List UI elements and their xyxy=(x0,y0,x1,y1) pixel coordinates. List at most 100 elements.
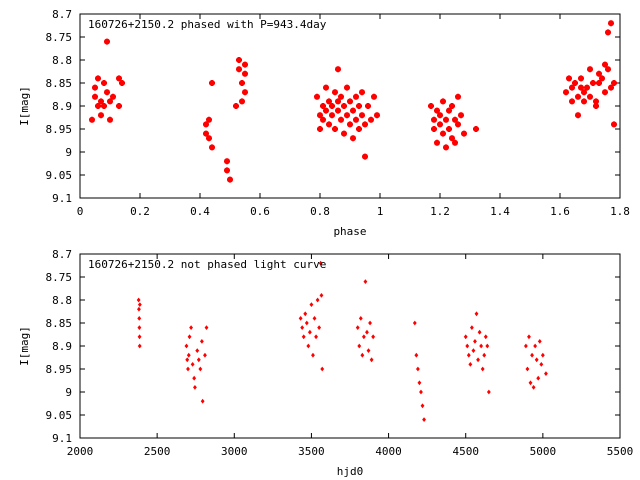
data-point xyxy=(368,116,374,123)
data-point xyxy=(443,116,449,123)
data-point xyxy=(431,116,437,123)
data-point xyxy=(360,352,365,358)
data-point xyxy=(461,130,467,137)
data-point xyxy=(203,121,209,128)
data-point xyxy=(530,352,534,358)
x-tick-label: 4000 xyxy=(375,445,402,458)
y-tick-label: 9 xyxy=(65,146,72,159)
data-point xyxy=(575,93,581,100)
data-point xyxy=(341,103,347,109)
x-tick-label: 1 xyxy=(377,205,384,218)
y-tick-label: 9.1 xyxy=(52,432,72,445)
x-axis-label: hjd0 xyxy=(337,465,364,478)
data-point xyxy=(452,116,458,123)
data-point xyxy=(455,93,461,100)
data-point xyxy=(315,297,320,303)
data-point xyxy=(602,61,608,68)
x-tick-label: 1.2 xyxy=(430,205,450,218)
data-point xyxy=(335,107,341,114)
data-point xyxy=(338,116,344,123)
data-point xyxy=(483,334,488,340)
data-point xyxy=(355,325,360,330)
data-point xyxy=(537,339,542,344)
data-point xyxy=(365,329,369,335)
data-point xyxy=(350,135,356,142)
data-point xyxy=(185,357,190,363)
data-point xyxy=(347,98,353,105)
y-tick-label: 8.85 xyxy=(46,77,73,90)
y-axis-label: I[mag] xyxy=(18,326,31,366)
data-point xyxy=(599,75,605,82)
y-tick-label: 9.05 xyxy=(46,409,73,422)
data-point xyxy=(469,325,474,330)
data-point xyxy=(523,343,528,349)
data-point xyxy=(578,75,584,82)
data-point xyxy=(186,366,190,372)
data-point xyxy=(187,334,192,340)
data-point xyxy=(323,107,329,114)
data-point xyxy=(536,375,541,381)
data-point xyxy=(531,385,536,390)
data-point xyxy=(449,103,455,109)
data-point xyxy=(419,389,423,395)
data-point xyxy=(371,334,376,340)
chart-title: 160726+2150.2 phased with P=943.4day xyxy=(88,18,327,31)
data-point xyxy=(428,103,434,109)
data-point xyxy=(326,98,332,105)
data-point xyxy=(581,89,587,96)
data-point xyxy=(566,75,572,82)
data-point xyxy=(365,103,371,109)
data-point xyxy=(605,66,611,73)
data-point xyxy=(440,130,446,137)
data-point xyxy=(437,121,443,128)
data-point xyxy=(368,320,372,326)
phased-light-curve-panel: 0 0.2 0.4 0.6 0.8 1 1.2 1.4 1.6 1.8 8.7 8.75 8.8 8.85… xyxy=(18,8,630,238)
data-point xyxy=(575,112,581,119)
data-point xyxy=(572,80,578,86)
y-tick-label: 8.8 xyxy=(52,54,72,67)
data-point xyxy=(95,75,101,82)
data-point xyxy=(198,366,203,372)
y-tick-label: 8.7 xyxy=(52,248,72,261)
data-point xyxy=(137,343,142,349)
y-tick-label: 9.1 xyxy=(52,192,72,205)
data-point xyxy=(473,126,479,132)
x-tick-label: 0 xyxy=(77,205,84,218)
data-point xyxy=(332,126,338,132)
data-point xyxy=(587,66,593,73)
y-tick-label: 8.95 xyxy=(46,123,73,136)
data-point xyxy=(344,84,350,91)
data-point xyxy=(335,98,341,105)
data-point xyxy=(323,84,329,91)
data-point xyxy=(203,352,207,358)
data-point xyxy=(236,57,242,63)
data-point xyxy=(116,75,122,82)
x-tick-label: 3500 xyxy=(298,445,325,458)
data-point xyxy=(569,84,575,91)
data-point xyxy=(528,380,533,386)
data-point xyxy=(347,121,353,128)
data-point xyxy=(137,306,141,312)
data-point xyxy=(452,139,458,146)
data-point xyxy=(578,84,584,91)
data-point xyxy=(335,66,341,73)
data-point xyxy=(431,126,437,132)
data-point xyxy=(312,316,317,321)
data-point xyxy=(455,121,461,128)
data-point xyxy=(608,84,614,91)
data-point xyxy=(184,343,189,349)
data-point xyxy=(224,158,230,165)
data-point xyxy=(119,80,125,86)
data-point xyxy=(98,112,104,119)
data-point xyxy=(359,89,365,96)
data-point xyxy=(326,121,332,128)
x-tick-label: 2500 xyxy=(144,445,171,458)
data-point xyxy=(468,362,473,367)
data-point xyxy=(605,29,611,36)
data-point xyxy=(482,352,487,358)
data-point xyxy=(107,116,113,123)
x-tick-label: 0.6 xyxy=(250,205,270,218)
data-point xyxy=(596,80,602,86)
data-point xyxy=(581,98,587,105)
